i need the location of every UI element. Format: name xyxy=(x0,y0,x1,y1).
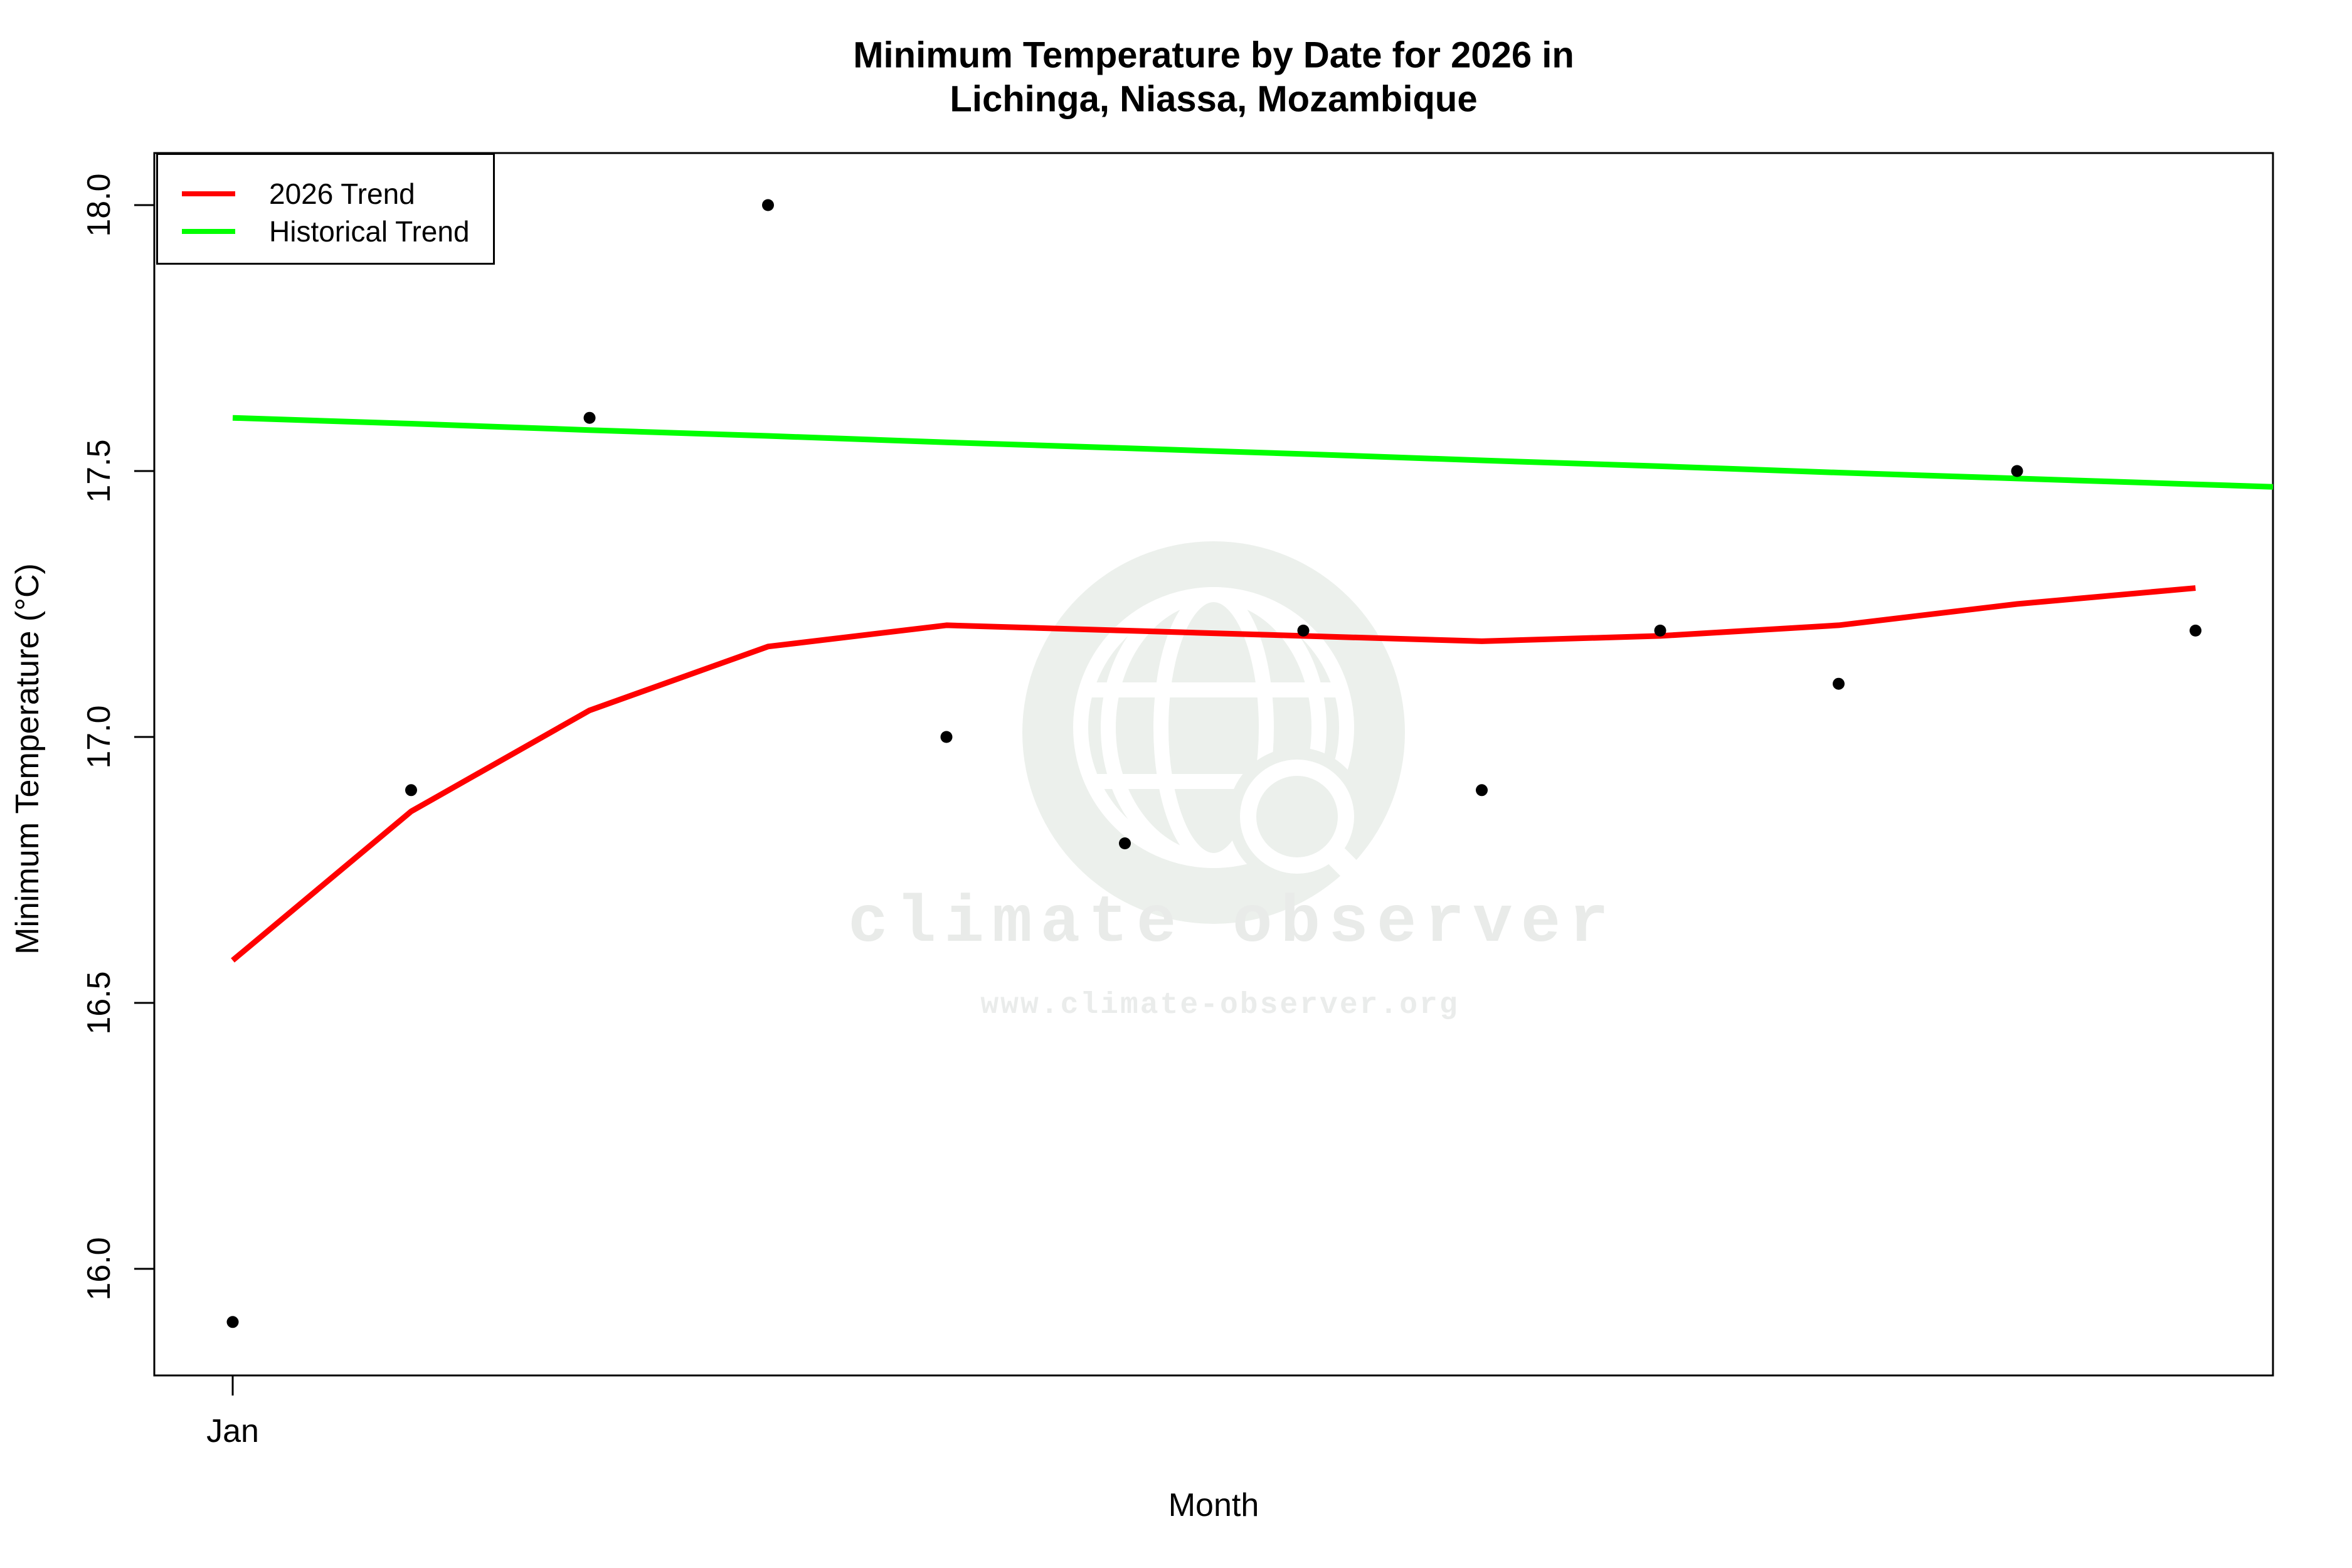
data-point xyxy=(1476,784,1488,797)
legend-line-swatch-green xyxy=(182,229,235,234)
legend-line-swatch-red xyxy=(182,191,235,196)
y-tick-label-16.0: 16.0 xyxy=(81,1237,117,1301)
data-point xyxy=(762,199,774,211)
data-point xyxy=(405,784,417,797)
watermark-brand-text: climate observer xyxy=(848,886,1617,961)
data-point xyxy=(2011,465,2023,477)
y-tick-label-17.0: 17.0 xyxy=(81,705,117,769)
plot-border xyxy=(153,152,2274,1377)
legend-label: 2026 Trend xyxy=(269,177,415,210)
data-point xyxy=(1297,624,1310,637)
watermark-url-text: www.climate-observer.org xyxy=(980,988,1459,1022)
chart-title-line-1: Minimum Temperature by Date for 2026 in xyxy=(853,34,1574,76)
historical-trend-line xyxy=(232,415,2274,490)
data-point xyxy=(2190,624,2201,637)
data-point xyxy=(1833,677,1845,690)
y-tick-label-17.5: 17.5 xyxy=(81,439,117,503)
x-tick-label-jan: Jan xyxy=(206,1413,259,1449)
y-tick-label-18.0: 18.0 xyxy=(81,173,117,237)
data-point xyxy=(940,731,953,743)
2026-trend-line xyxy=(231,585,2196,963)
data-point xyxy=(1654,624,1666,637)
chart-title-line-2: Lichinga, Niassa, Mozambique xyxy=(950,78,1478,120)
data-point xyxy=(583,411,596,424)
data-point xyxy=(1119,837,1131,850)
x-axis-title: Month xyxy=(1168,1487,1259,1523)
y-tick-label-16.5: 16.5 xyxy=(81,971,117,1035)
legend-label: Historical Trend xyxy=(269,215,470,248)
y-axis-title: Minimum Temperature (°C) xyxy=(9,563,46,955)
legend: 2026 Trend Historical Trend xyxy=(156,153,495,265)
data-point xyxy=(226,1316,239,1328)
globe-watermark-icon xyxy=(1022,541,1405,924)
